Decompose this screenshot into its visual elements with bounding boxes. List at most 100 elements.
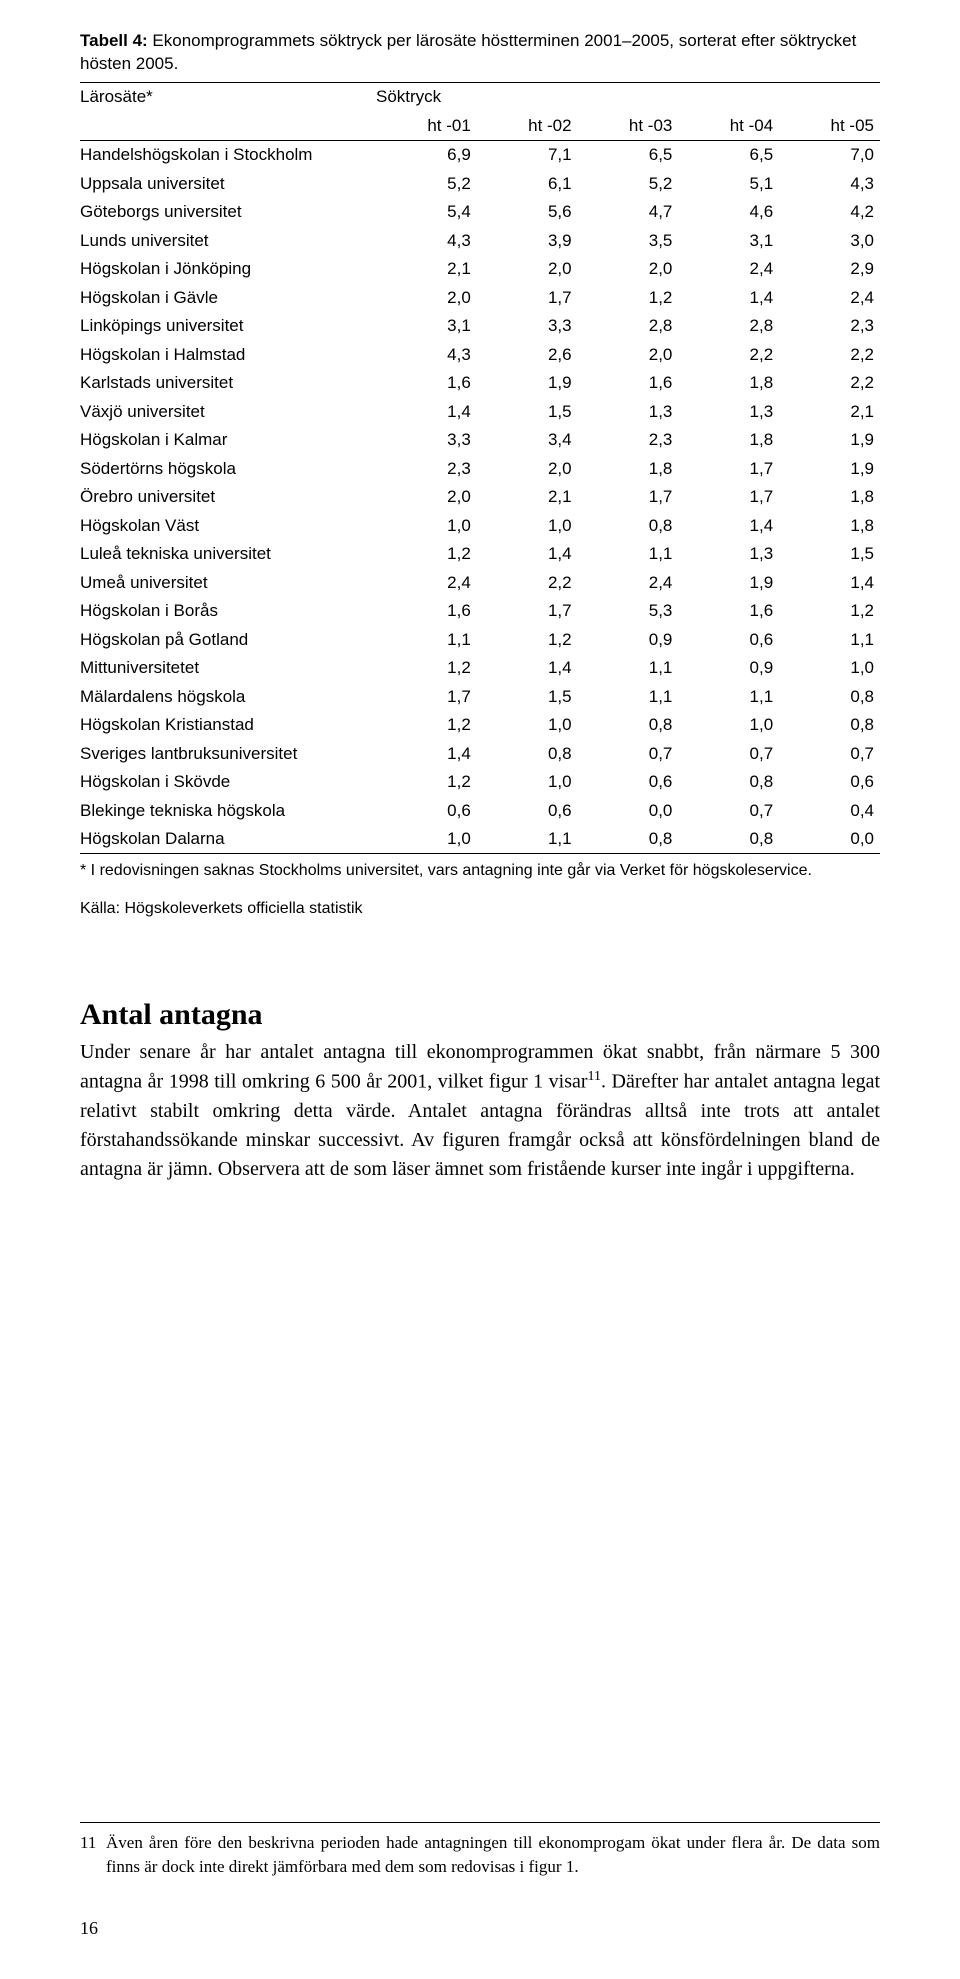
table-source: Källa: Högskoleverkets officiella statis… (80, 900, 880, 918)
cell-value: 2,8 (578, 312, 679, 341)
cell-value: 4,7 (578, 198, 679, 227)
cell-value: 1,1 (477, 825, 578, 854)
table-row: Högskolan i Borås1,61,75,31,61,2 (80, 597, 880, 626)
cell-value: 0,7 (678, 796, 779, 825)
cell-value: 0,9 (578, 625, 679, 654)
col-header-empty (80, 111, 376, 140)
cell-value: 2,3 (376, 454, 477, 483)
cell-value: 7,1 (477, 140, 578, 169)
cell-value: 3,3 (376, 426, 477, 455)
cell-value: 6,5 (678, 140, 779, 169)
cell-value: 0,8 (578, 711, 679, 740)
col-header: ht -02 (477, 111, 578, 140)
cell-value: 1,1 (578, 682, 679, 711)
table-row: Uppsala universitet5,26,15,25,14,3 (80, 169, 880, 198)
table-row: Högskolan på Gotland1,11,20,90,61,1 (80, 625, 880, 654)
cell-value: 6,5 (578, 140, 679, 169)
cell-value: 1,9 (779, 454, 880, 483)
table-row: Högskolan i Gävle2,01,71,21,42,4 (80, 283, 880, 312)
cell-value: 1,6 (578, 369, 679, 398)
cell-value: 2,4 (376, 568, 477, 597)
cell-value: 2,3 (578, 426, 679, 455)
row-label: Mittuniversitetet (80, 654, 376, 683)
table-row: Göteborgs universitet5,45,64,74,64,2 (80, 198, 880, 227)
page-root: Tabell 4: Ekonomprogrammets söktryck per… (0, 0, 960, 1979)
cell-value: 2,9 (779, 255, 880, 284)
cell-value: 0,0 (779, 825, 880, 854)
cell-value: 1,2 (376, 540, 477, 569)
cell-value: 1,4 (477, 654, 578, 683)
cell-value: 5,2 (376, 169, 477, 198)
cell-value: 0,8 (779, 682, 880, 711)
cell-value: 0,8 (477, 739, 578, 768)
row-label: Uppsala universitet (80, 169, 376, 198)
cell-value: 1,7 (678, 483, 779, 512)
cell-value: 6,9 (376, 140, 477, 169)
cell-value: 1,3 (578, 397, 679, 426)
cell-value: 1,2 (779, 597, 880, 626)
cell-value: 0,8 (578, 511, 679, 540)
cell-value: 1,1 (578, 654, 679, 683)
table-row: Högskolan Kristianstad1,21,00,81,00,8 (80, 711, 880, 740)
cell-value: 1,9 (678, 568, 779, 597)
col-header-larosate: Lärosäte* (80, 82, 376, 111)
cell-value: 1,5 (779, 540, 880, 569)
cell-value: 1,0 (477, 511, 578, 540)
cell-value: 1,1 (678, 682, 779, 711)
cell-value: 0,6 (779, 768, 880, 797)
row-label: Karlstads universitet (80, 369, 376, 398)
cell-value: 1,1 (376, 625, 477, 654)
cell-value: 2,1 (779, 397, 880, 426)
cell-value: 2,0 (477, 255, 578, 284)
cell-value: 1,8 (578, 454, 679, 483)
row-label: Linköpings universitet (80, 312, 376, 341)
cell-value: 1,9 (477, 369, 578, 398)
cell-value: 1,3 (678, 540, 779, 569)
page-number: 16 (80, 1918, 98, 1939)
cell-value: 1,0 (779, 654, 880, 683)
cell-value: 1,7 (678, 454, 779, 483)
cell-value: 0,8 (678, 768, 779, 797)
table-row: Blekinge tekniska högskola0,60,60,00,70,… (80, 796, 880, 825)
col-header-group: Söktryck (376, 82, 880, 111)
table-row: Örebro universitet2,02,11,71,71,8 (80, 483, 880, 512)
cell-value: 2,6 (477, 340, 578, 369)
col-header: ht -04 (678, 111, 779, 140)
col-header: ht -03 (578, 111, 679, 140)
cell-value: 3,5 (578, 226, 679, 255)
table-row: Högskolan Väst1,01,00,81,41,8 (80, 511, 880, 540)
table-row: Södertörns högskola2,32,01,81,71,9 (80, 454, 880, 483)
cell-value: 1,8 (779, 511, 880, 540)
table-row: Mittuniversitetet1,21,41,10,91,0 (80, 654, 880, 683)
cell-value: 2,2 (477, 568, 578, 597)
row-label: Högskolan i Jönköping (80, 255, 376, 284)
cell-value: 1,2 (376, 711, 477, 740)
cell-value: 3,3 (477, 312, 578, 341)
cell-value: 2,1 (477, 483, 578, 512)
cell-value: 1,0 (477, 711, 578, 740)
row-label: Göteborgs universitet (80, 198, 376, 227)
row-label: Högskolan i Halmstad (80, 340, 376, 369)
table-row: Högskolan i Jönköping2,12,02,02,42,9 (80, 255, 880, 284)
table-row: Sveriges lantbruksuniversitet1,40,80,70,… (80, 739, 880, 768)
row-label: Mälardalens högskola (80, 682, 376, 711)
data-table: Lärosäte* Söktryck ht -01ht -02ht -03ht … (80, 82, 880, 855)
row-label: Sveriges lantbruksuniversitet (80, 739, 376, 768)
row-label: Högskolan Kristianstad (80, 711, 376, 740)
endnote: 11 Även åren före den beskrivna perioden… (80, 1831, 880, 1879)
row-label: Blekinge tekniska högskola (80, 796, 376, 825)
cell-value: 1,4 (477, 540, 578, 569)
row-label: Handelshögskolan i Stockholm (80, 140, 376, 169)
cell-value: 0,0 (578, 796, 679, 825)
section-heading: Antal antagna (80, 998, 880, 1032)
cell-value: 1,7 (477, 597, 578, 626)
cell-value: 0,7 (578, 739, 679, 768)
table-caption-lead: Tabell 4: (80, 31, 148, 50)
cell-value: 0,7 (779, 739, 880, 768)
cell-value: 2,2 (779, 369, 880, 398)
row-label: Högskolan i Skövde (80, 768, 376, 797)
cell-value: 4,6 (678, 198, 779, 227)
endnotes: 11 Även åren före den beskrivna perioden… (80, 1822, 880, 1879)
cell-value: 7,0 (779, 140, 880, 169)
cell-value: 4,3 (779, 169, 880, 198)
